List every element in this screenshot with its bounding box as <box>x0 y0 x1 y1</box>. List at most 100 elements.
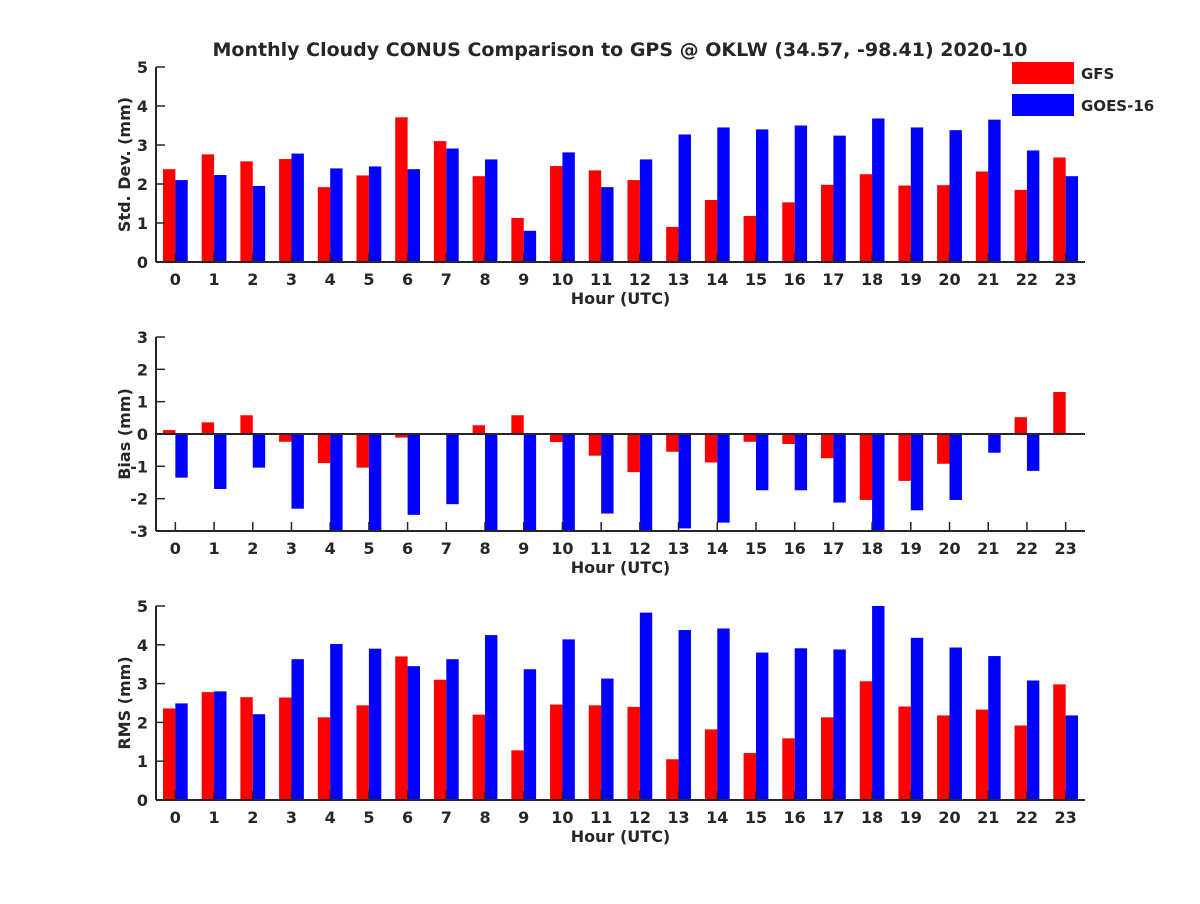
bar-goes-16-15 <box>755 129 769 262</box>
x-tick-label: 15 <box>745 808 767 827</box>
chart-title: Monthly Cloudy CONUS Comparison to GPS @… <box>213 39 1028 61</box>
y-axis-label: Bias (mm) <box>115 388 134 480</box>
bar-goes-16-5 <box>368 434 382 531</box>
bar-goes-16-2 <box>252 185 266 262</box>
x-tick-label: 17 <box>822 808 844 827</box>
bar-gfs-19 <box>898 185 911 262</box>
y-tick-label: 5 <box>137 58 148 77</box>
bar-goes-16-10 <box>562 152 575 262</box>
bar-gfs-11 <box>588 434 602 456</box>
bar-gfs-21 <box>975 171 989 262</box>
bar-gfs-1 <box>201 422 215 434</box>
bar-goes-16-8 <box>485 635 498 800</box>
bar-gfs-7 <box>433 679 447 800</box>
bar-goes-16-14 <box>717 434 730 523</box>
y-tick-label: 3 <box>137 136 148 155</box>
bar-goes-16-11 <box>601 678 614 800</box>
chart-legend: GFS GOES-16 <box>1012 62 1154 116</box>
bar-gfs-7 <box>433 141 447 262</box>
y-tick-label: 2 <box>137 713 148 732</box>
x-tick-label: 14 <box>706 270 728 289</box>
x-tick-label: 1 <box>208 808 219 827</box>
bar-goes-16-23 <box>1065 176 1079 262</box>
x-tick-label: 17 <box>822 270 844 289</box>
bar-gfs-6 <box>395 656 408 800</box>
bar-gfs-12 <box>627 180 640 262</box>
bar-goes-16-8 <box>485 159 498 262</box>
bar-gfs-4 <box>317 187 331 262</box>
x-tick-label: 15 <box>745 270 767 289</box>
bar-gfs-23 <box>1053 684 1066 800</box>
x-tick-label: 21 <box>977 808 999 827</box>
bar-goes-16-1 <box>214 691 227 800</box>
x-tick-label: 9 <box>518 539 529 558</box>
bar-gfs-15 <box>743 434 756 442</box>
x-tick-label: 9 <box>518 808 529 827</box>
x-tick-label: 1 <box>208 270 219 289</box>
x-tick-label: 21 <box>977 270 999 289</box>
x-tick-label: 15 <box>745 539 767 558</box>
bar-gfs-14 <box>704 199 718 262</box>
x-tick-label: 19 <box>900 539 922 558</box>
bar-gfs-13 <box>666 434 679 452</box>
x-tick-label: 19 <box>900 808 922 827</box>
x-tick-label: 0 <box>170 539 181 558</box>
bar-gfs-12 <box>627 706 640 800</box>
x-tick-label: 14 <box>706 539 728 558</box>
x-tick-label: 18 <box>861 808 883 827</box>
bar-gfs-16 <box>782 202 795 262</box>
x-tick-label: 7 <box>441 270 452 289</box>
bar-goes-16-20 <box>949 434 962 500</box>
x-tick-label: 11 <box>590 808 612 827</box>
bar-gfs-3 <box>279 697 292 800</box>
bar-gfs-11 <box>588 170 602 262</box>
x-tick-label: 5 <box>363 808 374 827</box>
x-tick-label: 23 <box>1055 808 1077 827</box>
bar-goes-16-19 <box>910 637 924 800</box>
bar-gfs-19 <box>898 434 911 481</box>
bar-goes-16-9 <box>523 434 537 531</box>
bar-gfs-23 <box>1053 391 1066 434</box>
bar-gfs-10 <box>550 166 563 262</box>
y-tick-label: -2 <box>130 490 148 509</box>
bar-gfs-4 <box>317 434 331 464</box>
x-tick-label: 6 <box>402 808 413 827</box>
bar-gfs-5 <box>356 175 369 262</box>
bar-goes-16-20 <box>949 647 962 800</box>
bar-goes-16-11 <box>601 187 614 262</box>
bar-gfs-3 <box>279 434 292 442</box>
y-tick-label: 3 <box>137 675 148 694</box>
bar-goes-16-0 <box>175 180 188 262</box>
bar-goes-16-7 <box>446 434 459 505</box>
x-tick-label: 23 <box>1055 270 1077 289</box>
bar-gfs-9 <box>511 415 524 434</box>
bar-gfs-22 <box>1014 189 1027 262</box>
bar-gfs-6 <box>395 434 408 438</box>
bar-goes-16-19 <box>910 127 924 262</box>
bar-gfs-13 <box>666 226 679 262</box>
bar-goes-16-1 <box>214 434 227 489</box>
y-tick-label: 0 <box>137 791 148 810</box>
y-tick-label: 4 <box>137 636 148 655</box>
bar-goes-16-6 <box>407 434 420 515</box>
bar-gfs-18 <box>859 681 873 800</box>
bar-goes-16-3 <box>291 659 304 800</box>
bar-goes-16-4 <box>330 434 343 531</box>
bar-goes-16-0 <box>175 703 188 800</box>
bar-gfs-14 <box>704 729 718 800</box>
bar-gfs-8 <box>472 714 486 800</box>
bar-gfs-20 <box>937 185 950 262</box>
bar-gfs-11 <box>588 705 602 800</box>
y-axis-label: RMS (mm) <box>115 656 134 749</box>
bar-gfs-2 <box>240 415 253 434</box>
bar-gfs-16 <box>782 738 795 800</box>
x-tick-label: 8 <box>479 808 490 827</box>
x-tick-label: 18 <box>861 270 883 289</box>
bar-goes-16-14 <box>717 127 730 262</box>
bar-goes-16-22 <box>1026 680 1040 800</box>
bar-gfs-10 <box>550 434 563 443</box>
y-tick-label: 2 <box>137 175 148 194</box>
x-tick-label: 13 <box>667 539 689 558</box>
